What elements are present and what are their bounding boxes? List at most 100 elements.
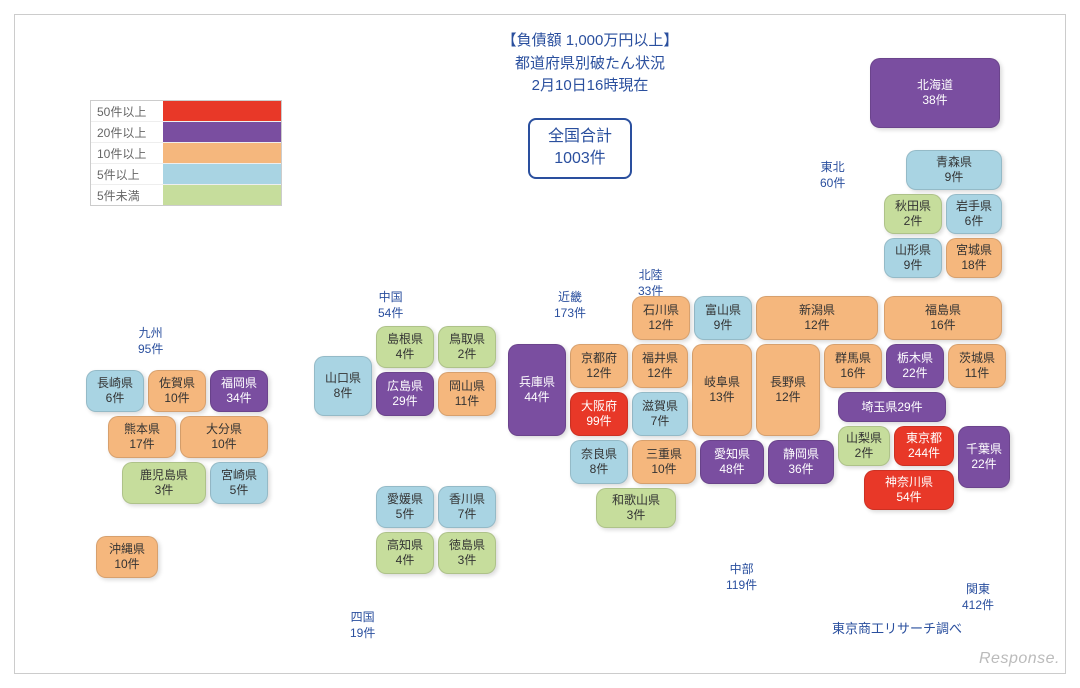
prefecture-tile: 茨城県11件	[948, 344, 1006, 388]
prefecture-name: 香川県	[449, 492, 485, 507]
region-name: 北陸	[638, 268, 663, 284]
legend-label: 5件未満	[91, 187, 163, 204]
prefecture-count: 17件	[129, 437, 154, 452]
legend-label: 50件以上	[91, 103, 163, 120]
prefecture-tile: 広島県29件	[376, 372, 434, 416]
prefecture-tile: 山梨県2件	[838, 426, 890, 466]
region-label: 近畿173件	[554, 290, 586, 321]
prefecture-count: 244件	[908, 446, 940, 461]
prefecture-name: 青森県	[936, 155, 972, 170]
prefecture-name: 大阪府	[581, 399, 617, 414]
region-name: 東北	[820, 160, 845, 176]
prefecture-tile: 鳥取県2件	[438, 326, 496, 368]
legend-swatch	[163, 122, 281, 142]
legend-swatch	[163, 101, 281, 121]
prefecture-count: 6件	[965, 214, 984, 229]
prefecture-name: 大分県	[206, 422, 242, 437]
prefecture-count: 36件	[788, 462, 813, 477]
title-line2: 都道府県別破たん状況	[460, 53, 720, 76]
region-label: 中部119件	[726, 562, 757, 593]
prefecture-tile: 徳島県3件	[438, 532, 496, 574]
prefecture-tile: 滋賀県7件	[632, 392, 688, 436]
prefecture-count: 3件	[155, 483, 174, 498]
prefecture-count: 10件	[211, 437, 236, 452]
prefecture-count: 12件	[775, 390, 800, 405]
region-label: 九州95件	[138, 326, 163, 357]
region-name: 中部	[726, 562, 757, 578]
region-name: 中国	[378, 290, 403, 306]
prefecture-count: 4件	[396, 347, 415, 362]
prefecture-name: 和歌山県	[612, 493, 660, 508]
prefecture-name: 鳥取県	[449, 332, 485, 347]
region-label: 北陸33件	[638, 268, 663, 299]
legend-swatch	[163, 164, 281, 184]
legend-label: 10件以上	[91, 145, 163, 162]
prefecture-count: 8件	[590, 462, 609, 477]
prefecture-tile: 香川県7件	[438, 486, 496, 528]
prefecture-count: 38件	[922, 93, 947, 108]
prefecture-count: 12件	[647, 366, 672, 381]
prefecture-tile: 和歌山県3件	[596, 488, 676, 528]
prefecture-name: 宮崎県	[221, 468, 257, 483]
prefecture-count: 54件	[896, 490, 921, 505]
prefecture-count: 9件	[945, 170, 964, 185]
prefecture-name: 千葉県	[966, 442, 1002, 457]
prefecture-name: 高知県	[387, 538, 423, 553]
prefecture-name: 山梨県	[846, 431, 882, 446]
prefecture-name: 沖縄県	[109, 542, 145, 557]
prefecture-tile: 熊本県17件	[108, 416, 176, 458]
prefecture-name: 宮城県	[956, 243, 992, 258]
total-value: 1003件	[548, 148, 612, 170]
prefecture-tile: 岡山県11件	[438, 372, 496, 416]
prefecture-tile: 福岡県34件	[210, 370, 268, 412]
prefecture-name: 岐阜県	[704, 375, 740, 390]
prefecture-tile: 佐賀県10件	[148, 370, 206, 412]
region-name: 近畿	[554, 290, 586, 306]
prefecture-tile: 兵庫県44件	[508, 344, 566, 436]
prefecture-name: 新潟県	[799, 303, 835, 318]
prefecture-name: 徳島県	[449, 538, 485, 553]
prefecture-name: 栃木県	[897, 351, 933, 366]
prefecture-tile: 千葉県22件	[958, 426, 1010, 488]
page-title: 【負債額 1,000万円以上】 都道府県別破たん状況 2月10日16時現在	[460, 30, 720, 98]
prefecture-count: 10件	[651, 462, 676, 477]
prefecture-count: 34件	[226, 391, 251, 406]
prefecture-name: 愛知県	[714, 447, 750, 462]
legend-row: 5件未満	[91, 185, 281, 205]
prefecture-count: 3件	[627, 508, 646, 523]
region-count: 412件	[962, 598, 994, 614]
prefecture-name: 福島県	[925, 303, 961, 318]
national-total-box: 全国合計 1003件	[528, 118, 632, 179]
prefecture-name: 福岡県	[221, 376, 257, 391]
prefecture-name: 広島県	[387, 379, 423, 394]
region-count: 19件	[350, 626, 375, 642]
prefecture-tile: 岩手県6件	[946, 194, 1002, 234]
region-label: 四国19件	[350, 610, 375, 641]
prefecture-count: 10件	[164, 391, 189, 406]
prefecture-tile: 山形県9件	[884, 238, 942, 278]
prefecture-count: 16件	[930, 318, 955, 333]
prefecture-tile: 神奈川県54件	[864, 470, 954, 510]
prefecture-name: 埼玉県	[861, 400, 897, 415]
title-line1: 【負債額 1,000万円以上】	[460, 30, 720, 53]
prefecture-count: 11件	[965, 366, 989, 381]
prefecture-tile: 岐阜県13件	[692, 344, 752, 436]
region-count: 54件	[378, 306, 403, 322]
prefecture-name: 石川県	[643, 303, 679, 318]
prefecture-tile: 青森県9件	[906, 150, 1002, 190]
prefecture-name: 長崎県	[97, 376, 133, 391]
prefecture-tile: 新潟県12件	[756, 296, 878, 340]
total-label: 全国合計	[548, 126, 612, 148]
prefecture-count: 2件	[855, 446, 874, 461]
prefecture-tile: 愛媛県5件	[376, 486, 434, 528]
prefecture-tile: 富山県9件	[694, 296, 752, 340]
prefecture-name: 秋田県	[895, 199, 931, 214]
region-count: 119件	[726, 578, 757, 594]
prefecture-name: 富山県	[705, 303, 741, 318]
prefecture-count: 48件	[719, 462, 744, 477]
legend-row: 10件以上	[91, 143, 281, 164]
region-label: 東北60件	[820, 160, 845, 191]
prefecture-name: 愛媛県	[387, 492, 423, 507]
legend-row: 50件以上	[91, 101, 281, 122]
prefecture-count: 2件	[904, 214, 923, 229]
